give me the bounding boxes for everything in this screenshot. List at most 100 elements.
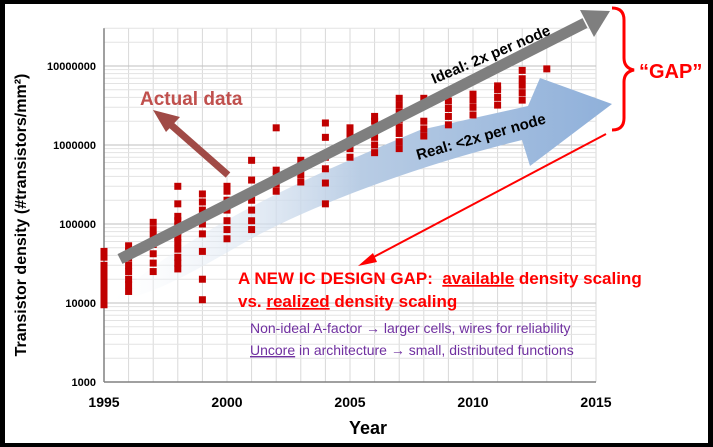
data-point (371, 141, 379, 149)
data-point (272, 166, 280, 174)
data-point (149, 250, 157, 258)
data-point (272, 187, 280, 195)
tick-labels: 1995 2000 2005 2010 2015 1000 10000 100000 10000… (47, 61, 612, 410)
data-point (149, 218, 157, 226)
data-point (444, 112, 452, 120)
data-point (174, 182, 182, 190)
data-point (321, 179, 329, 187)
headline-line-1: A NEW IC DESIGN GAP: available density s… (238, 269, 642, 288)
data-point (321, 165, 329, 173)
data-point (174, 259, 182, 267)
data-point (100, 253, 108, 261)
data-point (174, 200, 182, 208)
data-point (395, 94, 403, 102)
data-point (100, 268, 108, 276)
data-point (518, 81, 526, 89)
data-point (395, 123, 403, 131)
y-tick-label: 1000 (72, 377, 96, 389)
data-point (371, 112, 379, 120)
data-point (223, 235, 231, 243)
data-point (469, 111, 477, 119)
data-point (198, 206, 206, 214)
data-point (125, 287, 133, 295)
data-point (543, 65, 551, 73)
y-tick-label: 10000000 (47, 61, 96, 73)
data-point (125, 242, 133, 250)
headline-line-2: vs. realized density scaling (238, 292, 457, 311)
data-point (100, 247, 108, 255)
data-point (518, 96, 526, 104)
gap-bracket (611, 6, 635, 132)
data-point (321, 133, 329, 141)
axes (103, 28, 596, 383)
data-point (248, 217, 256, 225)
data-point (395, 129, 403, 137)
data-point (100, 290, 108, 298)
data-point (100, 285, 108, 293)
data-point (420, 132, 428, 140)
gap-pointer-arrow (367, 133, 607, 261)
data-point (174, 265, 182, 273)
data-point (174, 239, 182, 247)
data-point (223, 217, 231, 225)
data-point (125, 268, 133, 276)
data-point (149, 259, 157, 267)
actual-data-label: Actual data (140, 89, 243, 110)
data-point (518, 75, 526, 83)
gap-pointer-arrowhead (358, 253, 377, 266)
data-point (174, 233, 182, 241)
data-point (444, 97, 452, 105)
data-point (149, 226, 157, 234)
ideal-trend-arrowhead (580, 10, 610, 37)
data-point (248, 156, 256, 164)
data-point (198, 220, 206, 228)
data-point (346, 124, 354, 132)
y-tick-label: 10000 (65, 298, 96, 310)
data-point (444, 121, 452, 129)
data-point (346, 145, 354, 153)
data-point (420, 125, 428, 133)
data-point (223, 187, 231, 195)
data-point (100, 279, 108, 287)
data-point (174, 217, 182, 225)
data-point (125, 275, 133, 283)
data-point (346, 129, 354, 137)
data-point (125, 281, 133, 289)
data-point (174, 253, 182, 261)
data-point (444, 104, 452, 112)
data-point (395, 101, 403, 109)
data-point (100, 301, 108, 309)
data-point (272, 124, 280, 132)
data-point (321, 200, 329, 208)
data-point (248, 196, 256, 204)
x-tick-label: 1995 (88, 394, 119, 410)
data-point (518, 66, 526, 74)
data-point (420, 117, 428, 125)
actual-data-arrowhead (153, 110, 180, 132)
x-tick-label: 2015 (580, 394, 611, 410)
data-point (395, 138, 403, 146)
x-tick-label: 2010 (457, 394, 488, 410)
data-point (518, 89, 526, 97)
y-tick-label: 1000000 (53, 140, 96, 152)
data-point (149, 268, 157, 276)
data-point (371, 117, 379, 125)
data-point (469, 96, 477, 104)
gap-label: “GAP” (639, 61, 702, 83)
data-points (100, 65, 551, 309)
actual-data-arrow-shaft (167, 121, 231, 178)
data-point (174, 245, 182, 253)
data-point (198, 247, 206, 255)
real-trend-arrow (112, 78, 612, 300)
y-axis-title: Transistor density (#transistors/mm²) (13, 74, 30, 357)
data-point (395, 145, 403, 153)
data-point (371, 133, 379, 141)
data-point (174, 212, 182, 220)
data-point (125, 261, 133, 269)
x-tick-label: 2000 (211, 394, 242, 410)
data-point (469, 103, 477, 111)
data-point (198, 190, 206, 198)
data-point (198, 296, 206, 304)
data-point (198, 230, 206, 238)
